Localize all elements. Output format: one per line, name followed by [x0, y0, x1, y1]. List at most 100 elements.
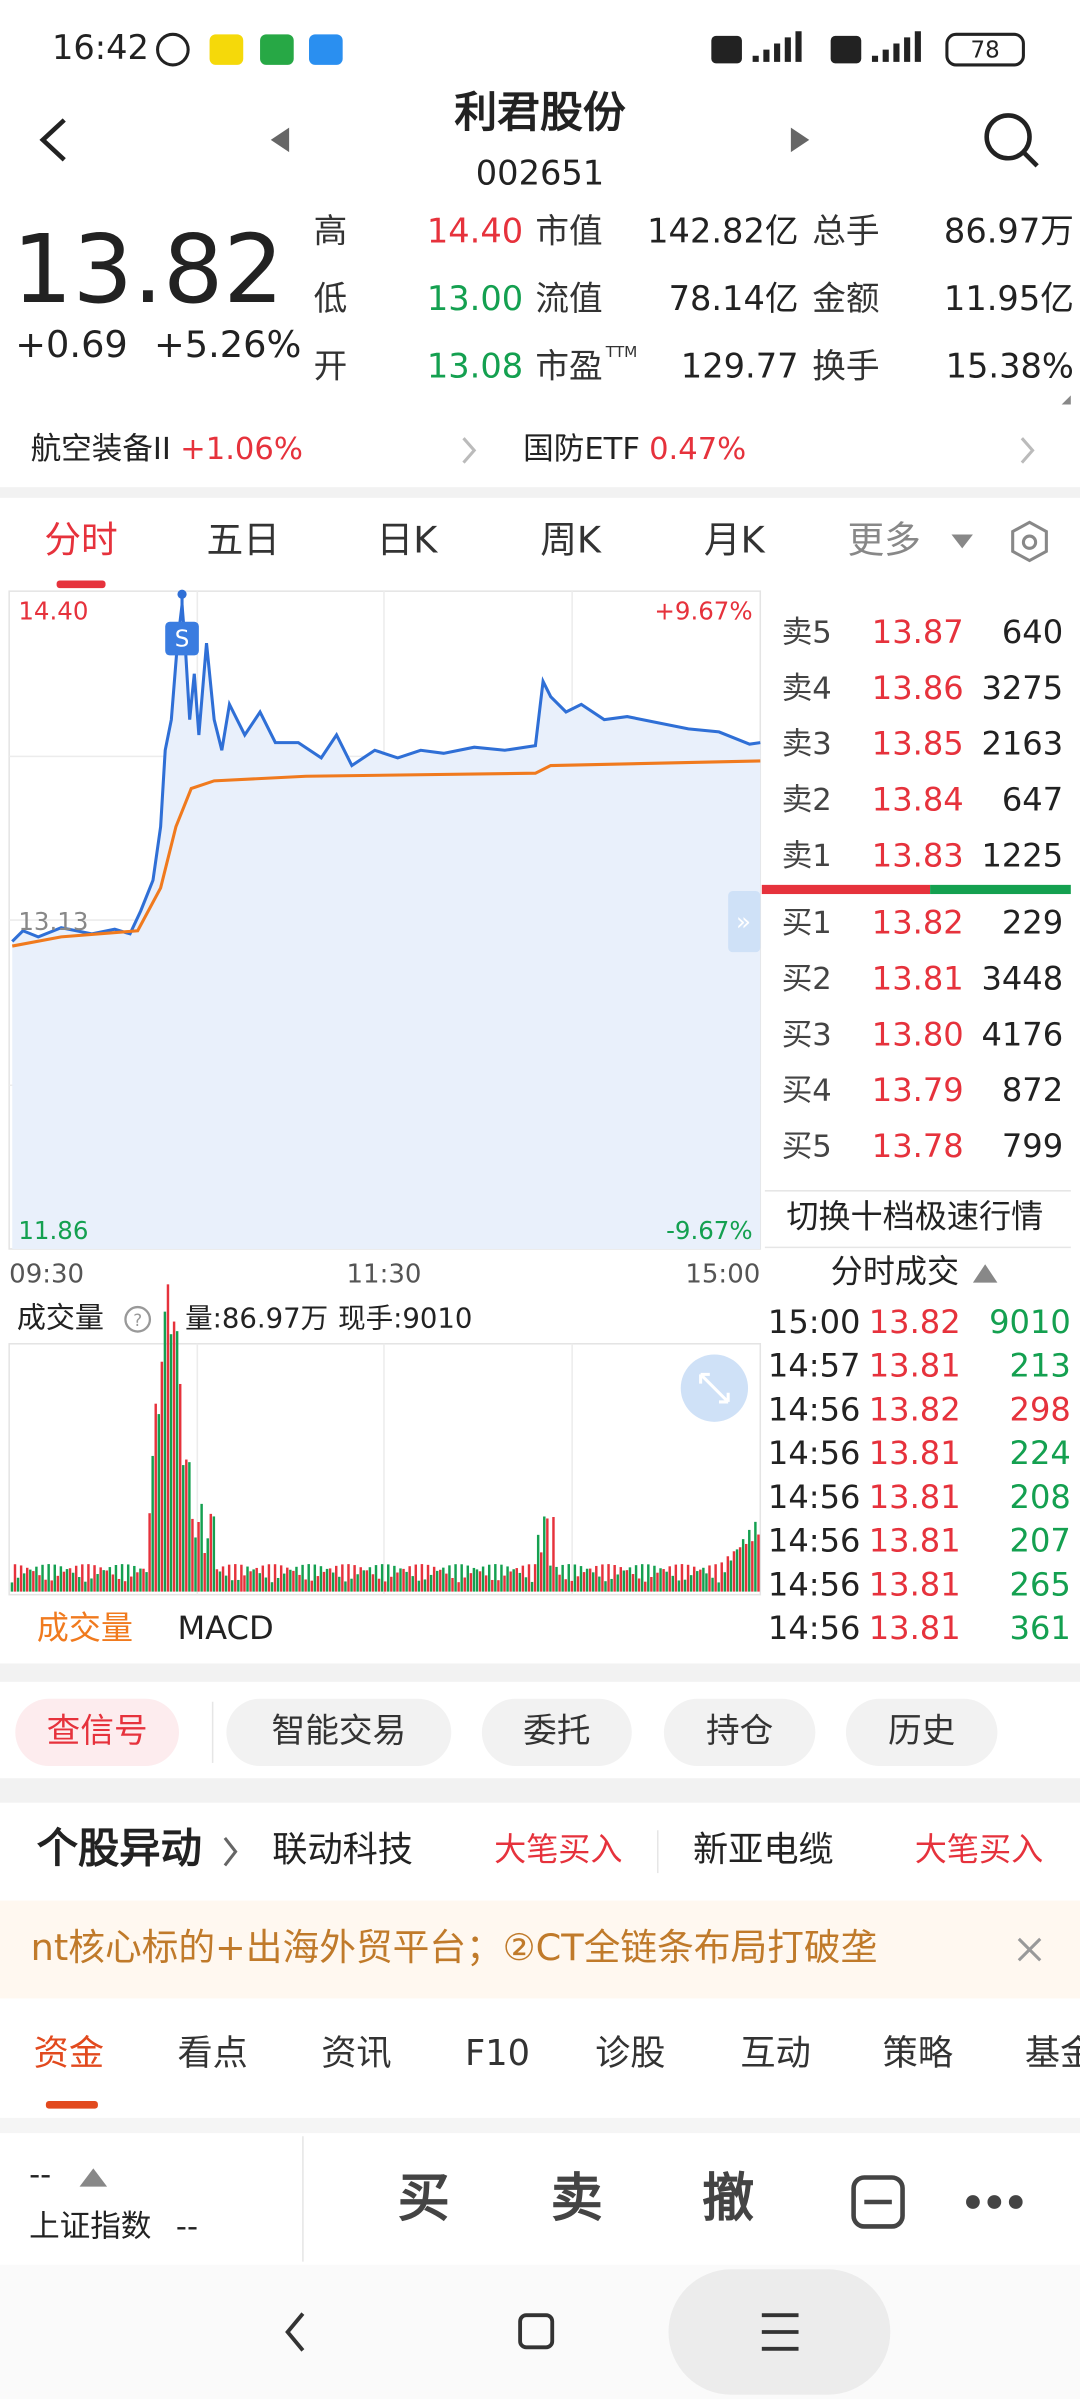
- bottom-tab[interactable]: F10: [465, 2033, 530, 2074]
- volume-bar: [29, 1569, 32, 1592]
- trade-time: 14:56: [768, 1609, 861, 1647]
- search-button[interactable]: [984, 113, 1032, 161]
- bottom-tab[interactable]: 资金: [34, 2033, 104, 2074]
- action-pill[interactable]: [481, 1698, 632, 1767]
- volume-bar: [720, 1562, 723, 1592]
- settings-icon[interactable]: [1011, 520, 1048, 563]
- minus-button[interactable]: [851, 2175, 905, 2229]
- stat-label: 低: [314, 279, 348, 318]
- index-name[interactable]: 上证指数: [29, 2209, 151, 2244]
- volume-bar: [414, 1564, 418, 1592]
- nav-recent[interactable]: [761, 2313, 799, 2351]
- volume-bar: [717, 1582, 720, 1592]
- cancel-button[interactable]: 撤: [702, 2169, 754, 2229]
- trade-price: 13.82: [869, 1390, 961, 1428]
- volume-bar: [387, 1564, 390, 1592]
- action-pill[interactable]: [663, 1698, 816, 1767]
- help-icon[interactable]: [124, 1305, 152, 1333]
- battery-level: 78: [971, 38, 1000, 64]
- volume-tab[interactable]: 成交量: [37, 1609, 133, 1647]
- volume-bar: [708, 1565, 711, 1592]
- action-label[interactable]: 查信号: [47, 1711, 148, 1750]
- volume-bar: [751, 1541, 754, 1592]
- volume-bar: [41, 1564, 44, 1592]
- volume-bar: [561, 1564, 564, 1592]
- action-pill[interactable]: [845, 1698, 998, 1767]
- action-pill[interactable]: [15, 1698, 179, 1767]
- sector-name[interactable]: 国防ETF: [523, 432, 640, 467]
- volume-bar: [383, 1581, 387, 1592]
- volume-bar: [484, 1575, 488, 1592]
- trades-title[interactable]: 分时成交: [831, 1252, 959, 1290]
- action-label[interactable]: 持仓: [706, 1711, 773, 1750]
- more-button[interactable]: [966, 2195, 1023, 2209]
- volume-bar: [255, 1567, 258, 1592]
- volume-bar: [530, 1581, 534, 1592]
- volume-bar: [276, 1577, 280, 1592]
- trade-time: 14:56: [768, 1434, 861, 1472]
- trade-price: 13.81: [869, 1609, 961, 1647]
- tab[interactable]: 日K: [377, 519, 439, 562]
- volume-bar: [622, 1570, 626, 1592]
- volume-bar: [298, 1574, 301, 1592]
- volume-bar: [677, 1580, 681, 1592]
- alerts-arrow: [223, 1836, 238, 1867]
- volume-bar: [295, 1566, 298, 1592]
- volume-bar: [576, 1576, 580, 1592]
- buy-button[interactable]: 买: [398, 2169, 450, 2229]
- expand-book[interactable]: [728, 890, 761, 953]
- tab[interactable]: 周K: [540, 519, 602, 562]
- bottom-tab[interactable]: 基金: [1025, 2033, 1080, 2074]
- volume-tab[interactable]: MACD: [177, 1609, 273, 1647]
- marker[interactable]: [165, 621, 199, 656]
- action-label[interactable]: 智能交易: [272, 1711, 407, 1750]
- news-close[interactable]: [1017, 1937, 1042, 1962]
- trade-time: 14:56: [768, 1478, 861, 1516]
- volume-bar: [702, 1567, 705, 1592]
- marker-label: S: [175, 627, 190, 653]
- tab[interactable]: 月K: [704, 519, 766, 562]
- volume-bar: [435, 1570, 439, 1592]
- toggle-book[interactable]: 切换十档极速行情: [786, 1197, 1043, 1235]
- volume-bar: [169, 1334, 173, 1592]
- volume-bar: [478, 1571, 482, 1592]
- volume-bar: [423, 1579, 427, 1592]
- bottom-tab[interactable]: 诊股: [595, 2033, 665, 2074]
- action-label[interactable]: 历史: [888, 1711, 955, 1750]
- bottom-tab[interactable]: 策略: [883, 2033, 953, 2074]
- action-pill[interactable]: [226, 1698, 452, 1767]
- sell-button[interactable]: 卖: [551, 2169, 603, 2229]
- nav-home[interactable]: [518, 2313, 555, 2350]
- tab[interactable]: 更多: [847, 519, 920, 562]
- action-label[interactable]: 委托: [523, 1711, 590, 1750]
- bottom-tab[interactable]: 资讯: [321, 2033, 391, 2074]
- alerts-title[interactable]: 个股异动: [37, 1825, 202, 1873]
- volume-bar: [595, 1565, 598, 1592]
- sector-name[interactable]: 航空装备II: [31, 432, 171, 467]
- next-stock[interactable]: [790, 127, 810, 153]
- prev-stock[interactable]: [270, 127, 290, 153]
- news-text[interactable]: nt核心标的+出海外贸平台；②CT全链条布局打破垄: [31, 1926, 878, 1969]
- alert-name[interactable]: 联动科技: [272, 1830, 413, 1871]
- tab[interactable]: 五日: [207, 519, 280, 562]
- volume-bar: [527, 1564, 531, 1592]
- book-qty: 799: [1002, 1127, 1063, 1165]
- stat-value: 142.82亿: [647, 212, 798, 251]
- volume-bar: [738, 1547, 742, 1592]
- back-button[interactable]: [39, 118, 66, 162]
- volume-bar: [157, 1414, 161, 1592]
- tab-indicator: [56, 580, 106, 589]
- bottom-tab[interactable]: 互动: [740, 2033, 810, 2074]
- signal-icon: [752, 31, 802, 62]
- volume-bar: [662, 1569, 665, 1592]
- news-bar: [0, 1900, 1080, 1999]
- nav-back[interactable]: [285, 2312, 305, 2352]
- volume-bar: [573, 1564, 577, 1592]
- book-label: 买4: [782, 1074, 832, 1109]
- bottom-tab[interactable]: 看点: [177, 2033, 247, 2074]
- alert-name[interactable]: 新亚电缆: [693, 1830, 834, 1871]
- volume-bar: [546, 1518, 549, 1592]
- tab[interactable]: 分时: [44, 519, 117, 562]
- volume-bar: [249, 1571, 252, 1592]
- volume-bar: [579, 1566, 583, 1592]
